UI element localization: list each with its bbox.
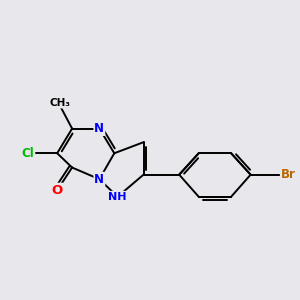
Text: NH: NH <box>108 192 127 202</box>
Text: CH₃: CH₃ <box>50 98 71 108</box>
Text: N: N <box>94 122 104 135</box>
Text: N: N <box>94 173 104 186</box>
Text: O: O <box>52 184 63 197</box>
Text: Br: Br <box>281 168 296 181</box>
Text: Cl: Cl <box>22 147 34 160</box>
